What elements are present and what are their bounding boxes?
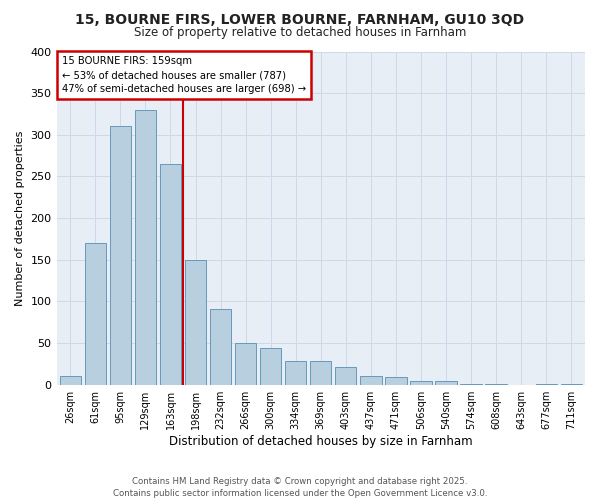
- Text: 15 BOURNE FIRS: 159sqm
← 53% of detached houses are smaller (787)
47% of semi-de: 15 BOURNE FIRS: 159sqm ← 53% of detached…: [62, 56, 306, 94]
- Bar: [210, 309, 231, 384]
- Bar: [235, 343, 256, 384]
- Bar: [260, 348, 281, 385]
- Bar: [436, 382, 457, 384]
- Bar: [135, 110, 156, 384]
- Bar: [385, 377, 407, 384]
- Bar: [59, 376, 81, 384]
- Bar: [310, 360, 331, 384]
- Text: Contains HM Land Registry data © Crown copyright and database right 2025.
Contai: Contains HM Land Registry data © Crown c…: [113, 476, 487, 498]
- Bar: [360, 376, 382, 384]
- Bar: [110, 126, 131, 384]
- X-axis label: Distribution of detached houses by size in Farnham: Distribution of detached houses by size …: [169, 434, 473, 448]
- Y-axis label: Number of detached properties: Number of detached properties: [15, 130, 25, 306]
- Bar: [410, 382, 431, 384]
- Bar: [185, 260, 206, 384]
- Text: Size of property relative to detached houses in Farnham: Size of property relative to detached ho…: [134, 26, 466, 39]
- Text: 15, BOURNE FIRS, LOWER BOURNE, FARNHAM, GU10 3QD: 15, BOURNE FIRS, LOWER BOURNE, FARNHAM, …: [76, 12, 524, 26]
- Bar: [335, 367, 356, 384]
- Bar: [160, 164, 181, 384]
- Bar: [285, 360, 307, 384]
- Bar: [85, 243, 106, 384]
